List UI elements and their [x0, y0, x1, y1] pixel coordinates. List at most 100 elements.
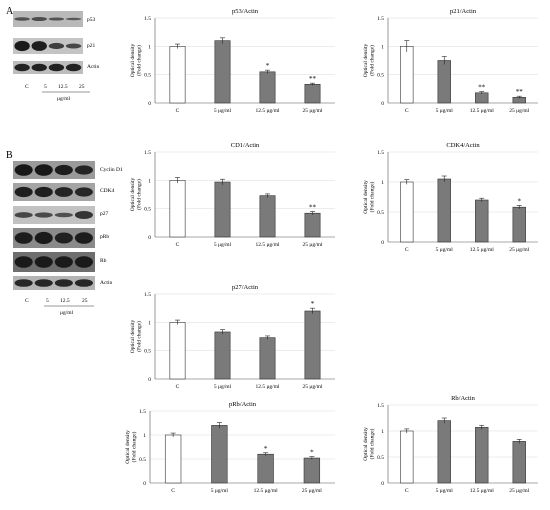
blot-a-lane-label: 25 — [79, 84, 85, 90]
blot-b-lane-label: C — [25, 298, 29, 304]
y-tick-label: 0 — [381, 481, 384, 487]
y-tick-label: 1 — [148, 178, 151, 184]
blot-strip — [13, 252, 95, 272]
blot-band — [14, 232, 33, 244]
y-axis-label: (Fold change) — [136, 45, 143, 76]
significance-marker: * — [311, 300, 315, 308]
blot-band — [31, 16, 47, 22]
significance-marker: * — [264, 445, 268, 453]
blot-band — [31, 63, 47, 72]
y-tick-label: 1 — [381, 44, 384, 50]
panel-letter-a: A — [6, 6, 14, 17]
x-tick-label: 25 μg/ml — [302, 488, 322, 494]
bar — [211, 425, 228, 484]
blot-b-band-label: pRb — [100, 234, 109, 240]
blot-b-band-label: p27 — [100, 211, 109, 217]
blot-band — [48, 42, 65, 50]
x-tick-label: 12.5 μg/ml — [255, 108, 280, 114]
x-tick-label: 12.5 μg/ml — [470, 488, 495, 494]
blot-band — [54, 187, 73, 197]
y-tick-label: 1.5 — [144, 150, 151, 156]
significance-marker: ** — [309, 204, 317, 212]
bar — [169, 46, 186, 104]
bar — [400, 430, 414, 484]
bar — [164, 434, 182, 484]
blot-band — [14, 212, 33, 218]
x-tick-label: 12.5 μg/ml — [470, 108, 495, 114]
blot-band — [14, 256, 33, 268]
y-tick-label: 0.5 — [144, 73, 151, 79]
significance-marker: ** — [516, 88, 524, 96]
blot-band — [34, 164, 53, 176]
bar — [304, 310, 321, 380]
significance-marker: * — [310, 449, 314, 457]
blot-a-strips — [13, 11, 83, 74]
blot-band — [54, 232, 73, 244]
x-tick-label: 12.5 μg/ml — [255, 242, 280, 248]
y-axis-label: (Fold change) — [369, 428, 376, 459]
blot-band — [34, 212, 53, 218]
blot-b-strips — [13, 161, 95, 290]
significance-marker: * — [266, 62, 270, 70]
blot-band — [14, 40, 30, 52]
blot-a-band-label: p21 — [87, 43, 96, 49]
blot-band — [54, 212, 73, 218]
blot-b-band-label: Actin — [100, 280, 112, 286]
blot-band — [48, 17, 65, 21]
y-tick-label: 1 — [381, 180, 384, 186]
chart-title: p53/Actin — [232, 8, 259, 15]
y-tick-label: 1.5 — [144, 16, 151, 22]
x-tick-label: C — [176, 384, 180, 390]
blot-band — [74, 187, 93, 197]
blot-band — [74, 232, 93, 244]
chart-title: CD1/Actin — [231, 142, 260, 149]
bar — [257, 453, 274, 484]
blot-a-lane-label: 12.5 — [58, 84, 68, 90]
y-axis-label: (Fold change) — [369, 181, 376, 212]
chart-title: p21/Actin — [450, 8, 477, 15]
blot-band — [14, 17, 30, 21]
bar — [214, 181, 231, 238]
blot-band — [34, 231, 53, 245]
bar — [169, 180, 186, 238]
blot-band — [31, 41, 47, 51]
y-axis-label: Optical density — [363, 427, 369, 461]
blot-band — [48, 63, 65, 72]
bar-chart: CDK4/Actin 0 0.5 1 1.5 Optical density (Fold c… — [363, 142, 538, 253]
x-tick-label: C — [405, 108, 409, 114]
bar — [303, 457, 321, 484]
blot-band — [65, 63, 82, 72]
blot-b-lane-label: 5 — [46, 298, 49, 304]
bar — [259, 337, 276, 380]
x-tick-label: 5 μg/ml — [436, 108, 454, 114]
x-tick-label: 25 μg/ml — [303, 108, 323, 114]
bar-chart: Rb/Actin 0 0.5 1 1.5 Optical density (Fold cha… — [363, 395, 538, 494]
y-axis-label: Optical density — [130, 320, 136, 354]
blot-a-unit: μg/ml — [57, 96, 71, 102]
blot-band — [65, 43, 82, 49]
x-tick-label: 5 μg/ml — [211, 488, 229, 494]
y-tick-label: 1.5 — [144, 292, 151, 298]
blot-strip — [13, 11, 83, 27]
blot-a-band-label: Actin — [87, 64, 99, 70]
significance-marker: * — [518, 197, 522, 205]
x-tick-label: 25 μg/ml — [509, 247, 529, 253]
blot-band — [74, 165, 93, 175]
blot-band — [14, 279, 33, 287]
bar — [512, 206, 526, 243]
bar — [304, 84, 321, 104]
x-tick-label: 12.5 μg/ml — [254, 488, 279, 494]
chart-title: CDK4/Actin — [446, 142, 480, 149]
blot-strip — [13, 276, 95, 290]
blot-a-lane-label: C — [25, 84, 29, 90]
bar — [400, 46, 414, 104]
y-tick-label: 0.5 — [144, 207, 151, 213]
y-tick-label: 0.5 — [139, 457, 146, 463]
y-tick-label: 1 — [381, 429, 384, 435]
bar — [475, 199, 489, 243]
y-tick-label: 0 — [381, 101, 384, 107]
y-tick-label: 0 — [381, 240, 384, 246]
x-tick-label: 25 μg/ml — [303, 242, 323, 248]
x-tick-label: C — [176, 242, 180, 248]
